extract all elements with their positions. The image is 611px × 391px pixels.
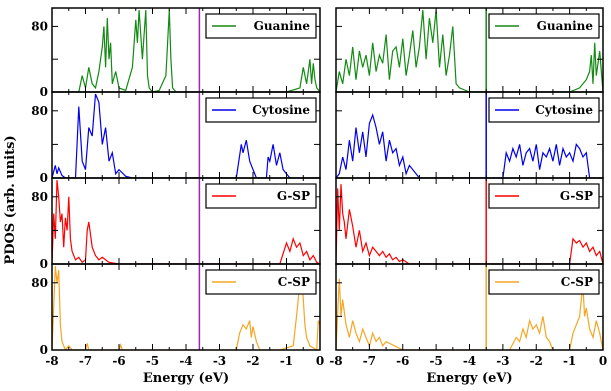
plot-layer: 0 80 Guanine 0 80 Cytosine 0 80 G-SP 0 80 C-SP -8 -7 -…: [31, 7, 607, 386]
y-tick-label: 80: [31, 104, 48, 118]
panel-1-c-sp: 0 80 C-SP: [31, 263, 321, 357]
y-tick-label: 80: [31, 190, 48, 204]
legend-box: [488, 183, 600, 209]
x-tick-label: -1: [563, 354, 576, 368]
panel-2-c-sp: C-SP: [335, 263, 604, 351]
x-tick-label: 0: [316, 354, 324, 368]
y-tick-label: 0: [40, 257, 48, 271]
x-tick-label: -2: [246, 354, 259, 368]
panel-1-cytosine: 0 80 Cytosine: [31, 91, 321, 185]
x-tick-label: -1: [280, 354, 293, 368]
legend-label: C-SP: [561, 275, 593, 289]
panel-1-g-sp: 0 80 G-SP: [31, 177, 321, 271]
x-tick-label: -2: [530, 354, 543, 368]
y-tick-label: 80: [31, 276, 48, 290]
y-axis-label: PDOS (arb. units): [3, 135, 18, 264]
panel-2-cytosine: Cytosine: [335, 91, 604, 179]
x-tick-label: -3: [496, 354, 509, 368]
x-axis-label: Energy (eV): [426, 371, 512, 386]
x-tick-label: -7: [79, 354, 92, 368]
x-tick-label: -3: [213, 354, 226, 368]
series-line-guanine: [336, 9, 603, 92]
legend-label: Cytosine: [252, 103, 310, 117]
x-tick-label: -6: [112, 354, 125, 368]
series-line-c-sp: [52, 265, 320, 350]
panel-2-g-sp: G-SP: [335, 177, 604, 265]
x-tick-label: -4: [179, 354, 192, 368]
series-line-cytosine: [52, 93, 320, 178]
x-tick-label: -8: [45, 354, 58, 368]
y-tick-label: 80: [31, 19, 48, 33]
x-tick-label: -4: [463, 354, 476, 368]
series-line-g-sp: [336, 184, 603, 264]
x-tick-label: -5: [429, 354, 442, 368]
legend-label: G-SP: [277, 189, 310, 203]
panel-2-guanine: Guanine: [335, 7, 604, 93]
x-tick-label: -7: [363, 354, 376, 368]
x-tick-label: -8: [329, 354, 342, 368]
y-tick-label: 0: [40, 85, 48, 99]
x-axis-label: Energy (eV): [143, 371, 229, 386]
y-tick-label: 0: [40, 171, 48, 185]
y-tick-label: 0: [40, 343, 48, 357]
legend-label: C-SP: [278, 275, 310, 289]
series-line-cytosine: [336, 113, 603, 178]
series-line-guanine: [52, 9, 320, 92]
legend-label: Guanine: [254, 19, 311, 33]
x-tick-label: 0: [599, 354, 607, 368]
x-tick-label: -5: [146, 354, 159, 368]
legend-label: G-SP: [560, 189, 593, 203]
series-line-g-sp: [52, 179, 320, 264]
x-tick-label: -6: [396, 354, 409, 368]
legend-label: Guanine: [537, 19, 594, 33]
legend-label: Cytosine: [535, 103, 593, 117]
panel-1-guanine: 0 80 Guanine: [31, 7, 321, 99]
